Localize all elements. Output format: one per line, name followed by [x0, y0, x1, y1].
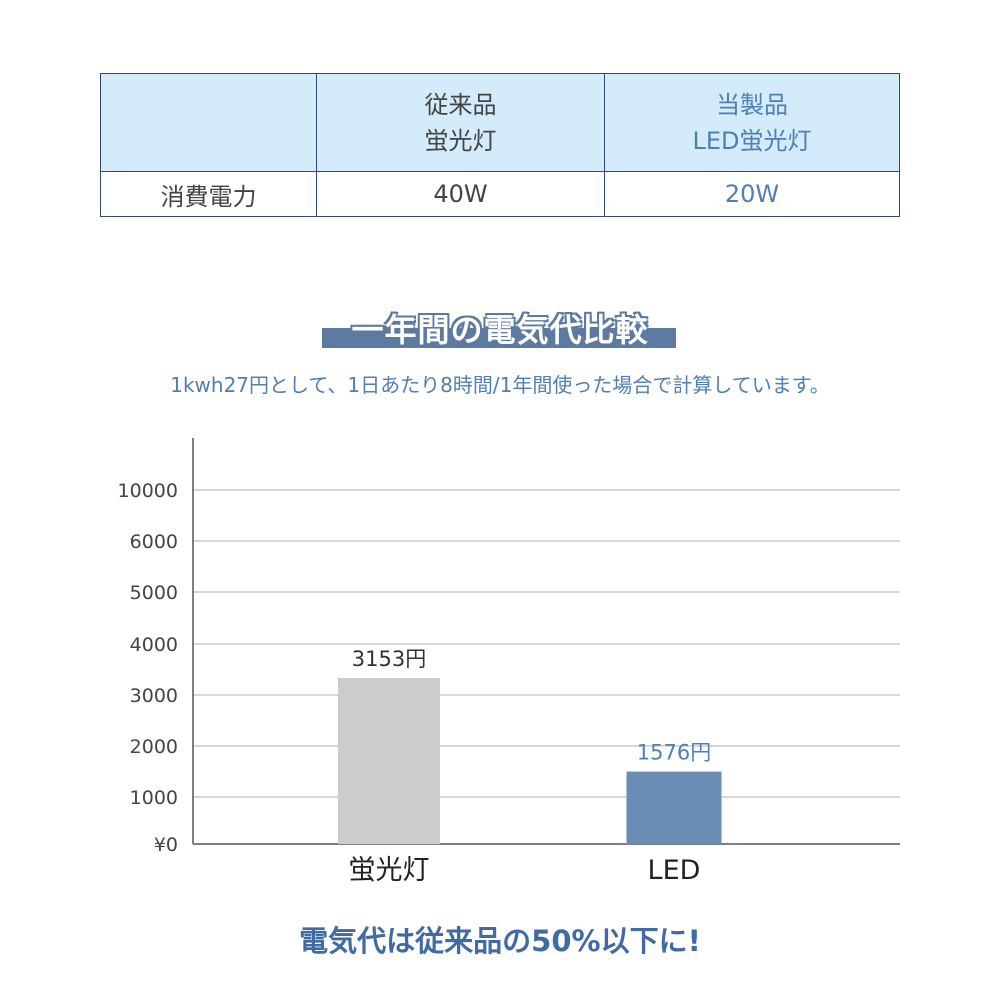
chart-bars: [338, 678, 722, 844]
y-tick-label: 1000: [130, 787, 178, 809]
table-header-row: 従来品 蛍光灯 当製品 LED蛍光灯: [100, 73, 900, 172]
new-power-value: 20W: [604, 171, 900, 217]
new-product-label: 当製品: [716, 90, 788, 119]
old-product-label: 従来品: [424, 90, 497, 119]
y-tick-label: 3000: [130, 685, 178, 707]
bar-data-label: 1576円: [637, 741, 711, 765]
spec-comparison-table: 従来品 蛍光灯 当製品 LED蛍光灯 消費電力 40W 20W: [100, 73, 900, 217]
calculation-note: 1kwh27円として、1日あたり8時間/1年間使った場合で計算しています。: [170, 373, 830, 397]
power-consumption-label: 消費電力: [100, 171, 317, 217]
section-title: 一年間の電気代比較: [351, 311, 649, 349]
x-category-label: 蛍光灯: [349, 855, 430, 886]
bar-data-label: 3153円: [352, 647, 426, 671]
y-tick-label: 5000: [130, 582, 178, 604]
chart-grid: [193, 489, 900, 798]
y-tick-label: 4000: [130, 634, 178, 656]
chart-y-ticks: ¥0 1000 2000 3000 4000 5000 6000 10000: [118, 480, 178, 856]
table-header-empty-cell: [100, 73, 317, 172]
bar-fluorescent: [338, 678, 440, 844]
y-tick-label: 10000: [118, 480, 178, 502]
old-power-value: 40W: [316, 171, 605, 217]
old-product-type: 蛍光灯: [424, 126, 497, 155]
y-tick-label: ¥0: [154, 834, 178, 856]
table-row: 消費電力 40W 20W: [100, 171, 900, 217]
summary-message: 電気代は従来品の50%以下に!: [299, 924, 701, 958]
y-tick-label: 6000: [130, 531, 178, 553]
bar-led: [626, 771, 722, 844]
chart-axes: [192, 438, 900, 845]
section-title-banner: [322, 328, 676, 348]
new-product-type: LED蛍光灯: [692, 126, 812, 155]
y-tick-label: 2000: [130, 736, 178, 758]
x-category-label: LED: [648, 855, 701, 886]
